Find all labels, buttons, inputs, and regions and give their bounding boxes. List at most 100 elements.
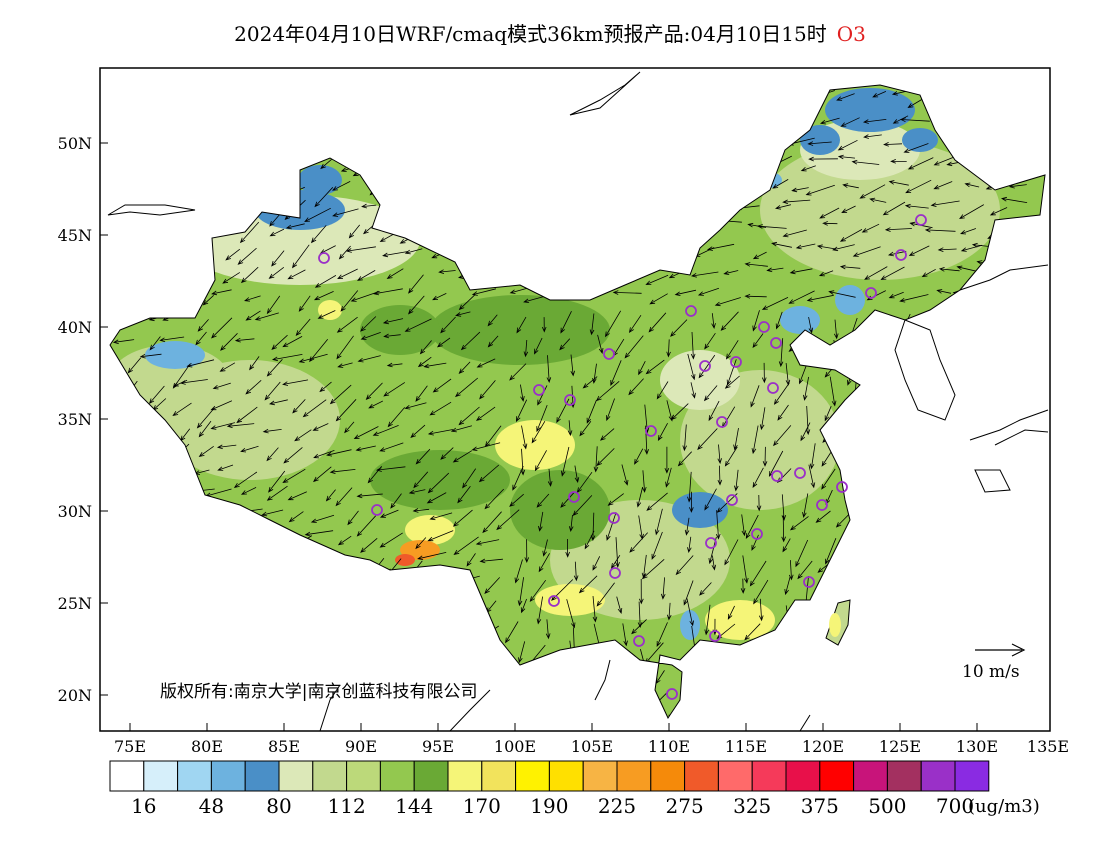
field-patch bbox=[535, 584, 605, 616]
wind-arrow bbox=[956, 265, 980, 273]
wind-scale-label: 10 m/s bbox=[962, 662, 1020, 682]
wind-arrow bbox=[752, 251, 767, 260]
wind-arrow bbox=[573, 561, 579, 582]
wind-arrow bbox=[360, 332, 381, 340]
wind-arrow bbox=[869, 197, 887, 203]
field-patch bbox=[672, 492, 728, 528]
wind-arrow bbox=[634, 448, 644, 465]
wind-arrow bbox=[317, 310, 336, 319]
wind-arrow bbox=[538, 511, 544, 532]
wind-arrow bbox=[271, 250, 285, 267]
lat-tick-label: 35N bbox=[58, 410, 92, 429]
wind-arrow bbox=[159, 336, 185, 343]
wind-arrow bbox=[266, 447, 279, 462]
wind-arrow bbox=[509, 287, 528, 294]
wind-arrow bbox=[724, 539, 739, 566]
wind-arrow bbox=[684, 517, 690, 536]
wind-arrow bbox=[806, 294, 834, 302]
wind-arrow bbox=[815, 510, 831, 523]
wind-arrow bbox=[775, 311, 783, 330]
wind-arrow bbox=[568, 514, 574, 533]
wind-arrow bbox=[261, 509, 284, 517]
wind-arrow bbox=[271, 354, 303, 362]
colorbar-label: 375 bbox=[801, 794, 839, 818]
wind-arrow bbox=[404, 318, 432, 332]
wind-arrow bbox=[888, 250, 907, 257]
wind-arrow bbox=[419, 340, 432, 355]
lat-tick-label: 25N bbox=[58, 594, 92, 613]
wind-arrow bbox=[795, 243, 816, 250]
wind-arrow bbox=[515, 399, 528, 423]
caspian-coast bbox=[107, 204, 196, 216]
wind-arrow bbox=[989, 207, 1008, 216]
wind-arrow bbox=[566, 599, 576, 629]
wind-arrow bbox=[212, 382, 231, 390]
station-marker bbox=[548, 595, 560, 607]
wind-arrow bbox=[666, 339, 671, 358]
wind-arrow bbox=[254, 312, 279, 321]
station-marker bbox=[633, 635, 645, 647]
colorbar-swatch bbox=[785, 760, 821, 792]
wind-arrow bbox=[560, 311, 572, 334]
wind-arrow bbox=[514, 559, 523, 584]
wind-arrow bbox=[861, 223, 880, 233]
wind-arrow bbox=[379, 509, 399, 518]
colorbar bbox=[109, 760, 990, 792]
wind-arrow bbox=[440, 447, 454, 460]
wind-arrow bbox=[674, 289, 697, 296]
wind-arrow bbox=[220, 333, 238, 351]
wind-arrow bbox=[842, 183, 859, 189]
colorbar-label: 170 bbox=[463, 794, 501, 818]
wind-arrow bbox=[302, 399, 327, 418]
wind-arrow bbox=[233, 471, 258, 488]
wind-arrow bbox=[888, 180, 909, 186]
wind-arrow bbox=[383, 382, 406, 397]
colorbar-label: 190 bbox=[530, 794, 568, 818]
wind-arrow bbox=[312, 423, 329, 431]
russia-coast bbox=[959, 264, 1049, 291]
lon-tick-label: 130E bbox=[956, 737, 998, 756]
wind-arrow bbox=[593, 446, 599, 473]
wind-arrow bbox=[455, 311, 471, 317]
wind-arrow bbox=[471, 442, 501, 451]
colorbar-label: 112 bbox=[328, 794, 366, 818]
colorbar-swatch bbox=[920, 760, 956, 792]
wind-arrow bbox=[520, 384, 525, 402]
wind-arrow bbox=[319, 381, 332, 393]
wind-arrow bbox=[345, 246, 376, 253]
wind-arrow bbox=[706, 243, 735, 251]
wind-arrow bbox=[537, 385, 548, 406]
wind-arrow bbox=[574, 465, 580, 484]
wind-arrow bbox=[356, 493, 383, 499]
colorbar-swatch bbox=[447, 760, 483, 792]
wind-arrow bbox=[825, 538, 837, 565]
wind-arrow bbox=[600, 428, 615, 441]
wind-arrow bbox=[752, 333, 764, 349]
wind-arrow bbox=[859, 184, 886, 199]
wind-arrow bbox=[112, 339, 135, 345]
wind-arrow bbox=[542, 539, 548, 557]
lake-baikal bbox=[569, 71, 641, 116]
field-patch bbox=[825, 88, 915, 132]
colorbar-swatch bbox=[143, 760, 179, 792]
colorbar-unit: (ug/m3) bbox=[968, 796, 1040, 817]
wind-arrow bbox=[775, 204, 791, 210]
wind-arrow bbox=[762, 446, 768, 467]
wind-arrow bbox=[304, 207, 331, 222]
wind-arrow bbox=[179, 379, 208, 385]
wind-arrow bbox=[808, 156, 838, 162]
wind-arrow bbox=[677, 451, 692, 467]
wind-arrow bbox=[782, 538, 791, 553]
wind-arrow bbox=[753, 579, 769, 605]
wind-arrow bbox=[833, 319, 839, 340]
wind-arrow bbox=[269, 399, 288, 406]
wind-arrow bbox=[607, 493, 624, 506]
wind-arrow bbox=[337, 268, 358, 280]
lat-tick-label: 45N bbox=[58, 226, 92, 245]
wind-arrow bbox=[309, 338, 329, 363]
wind-arrow bbox=[937, 247, 957, 252]
wind-arrow bbox=[903, 143, 929, 153]
wind-arrow bbox=[282, 336, 303, 348]
wind-arrow bbox=[331, 181, 351, 191]
wind-arrow bbox=[245, 310, 261, 321]
